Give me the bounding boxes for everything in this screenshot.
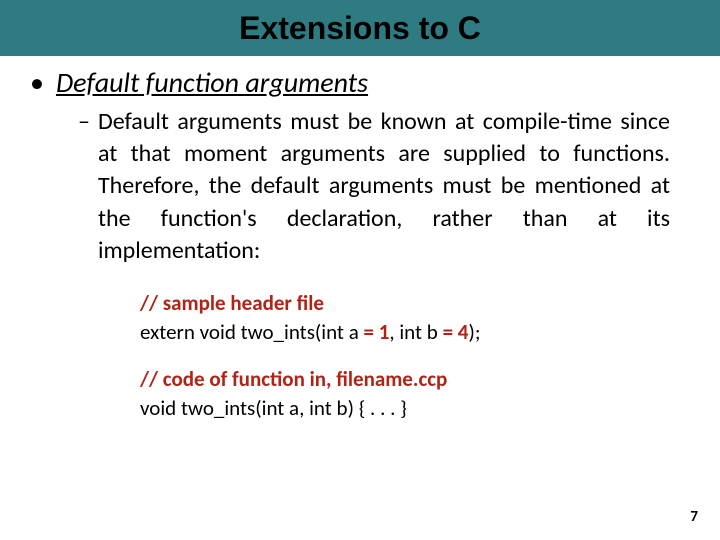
title-bar: Extensions to C bbox=[0, 0, 720, 56]
bullet-marker: • bbox=[30, 66, 44, 100]
code-text: extern void two_ints(int a bbox=[140, 319, 364, 345]
comment-text: code of function in, filename bbox=[158, 366, 413, 392]
content-area: • Default function arguments – Default a… bbox=[0, 56, 720, 423]
code-default-1: = 1 bbox=[364, 319, 390, 345]
sub-bullet-text: Default arguments must be known at compi… bbox=[98, 106, 670, 268]
comment-text: sample header file bbox=[158, 290, 324, 316]
code-text: ); bbox=[468, 319, 480, 345]
bullet-item: • Default function arguments bbox=[30, 66, 690, 100]
bullet-heading: Default function arguments bbox=[56, 66, 368, 100]
sub-bullet-marker: – bbox=[78, 106, 90, 138]
code-comment-2: // code of function in, filename.ccp bbox=[140, 366, 650, 393]
slide-title: Extensions to C bbox=[239, 10, 481, 47]
comment-slash: // bbox=[140, 290, 158, 316]
code-decl-line: extern void two_ints(int a = 1, int b = … bbox=[140, 319, 650, 346]
page-number: 7 bbox=[690, 508, 698, 526]
code-impl-line: void two_ints(int a, int b) { . . . } bbox=[140, 395, 650, 422]
code-example: // sample header file extern void two_in… bbox=[140, 290, 650, 423]
sub-bullet-item: – Default arguments must be known at com… bbox=[78, 106, 670, 268]
comment-ext: ccp bbox=[418, 366, 447, 392]
code-default-4: = 4 bbox=[443, 319, 469, 345]
code-comment-1: // sample header file bbox=[140, 290, 650, 317]
code-text: , int b bbox=[389, 319, 442, 345]
comment-slash: // bbox=[140, 366, 158, 392]
